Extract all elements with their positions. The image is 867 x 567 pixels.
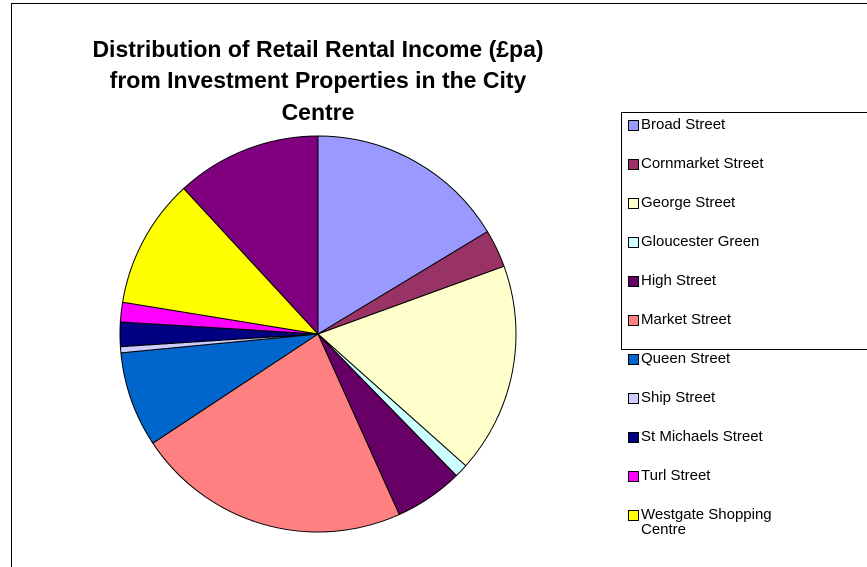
chart-title: Distribution of Retail Rental Income (£p… [92, 36, 543, 62]
legend-label: Westgate Shopping Centre [641, 506, 772, 538]
legend-swatch [628, 510, 639, 521]
legend-label: Cornmarket Street [641, 155, 764, 172]
pie-slice [120, 333, 319, 444]
legend-swatch [628, 471, 639, 482]
legend-label: St Michaels Street [641, 428, 763, 445]
legend-label: High Street [641, 272, 717, 289]
legend-label: Ship Street [641, 389, 716, 406]
legend-item: Queen Street [622, 351, 812, 390]
legend-item: Broad Street [622, 117, 812, 156]
legend-label: Broad Street [641, 116, 726, 133]
pie-slice [317, 265, 517, 467]
pie-slice [182, 135, 319, 336]
legend-label: Gloucester Green [641, 233, 760, 250]
legend-swatch [628, 432, 639, 443]
legend-item: Gloucester Green [622, 234, 812, 273]
legend-swatch [628, 315, 639, 326]
legend-item: St Michaels Street [622, 429, 812, 468]
legend-swatch [628, 354, 639, 365]
pie [119, 135, 517, 533]
legend-swatch [628, 393, 639, 404]
legend-item: Westgate Shopping Centre [622, 507, 812, 546]
legend-label: Turl Street [641, 467, 711, 484]
legend-item: Turl Street [622, 468, 812, 507]
legend-swatch [628, 237, 639, 248]
legend: Broad Street Cornmarket Street George Stre… [621, 112, 867, 537]
pie-slice [121, 187, 320, 335]
legend-swatch [628, 198, 639, 209]
legend-swatch [628, 276, 639, 287]
legend-swatch [628, 159, 639, 170]
legend-item: Ship Street [622, 390, 812, 429]
pie-slice [317, 135, 489, 335]
chart-title: Centre [282, 99, 355, 125]
legend-label: Queen Street [641, 350, 731, 367]
chart-title: from Investment Properties in the City [110, 67, 527, 93]
legend-item: Market Street [622, 312, 812, 351]
legend-swatch [628, 120, 639, 131]
legend-label: Market Street [641, 311, 732, 328]
chart-border [11, 3, 867, 567]
pie-slice [152, 333, 400, 533]
legend-item: Cornmarket Street [622, 156, 812, 195]
legend-item: George Street [622, 195, 812, 234]
legend-item: High Street [622, 273, 812, 312]
legend-label: George Street [641, 194, 736, 211]
